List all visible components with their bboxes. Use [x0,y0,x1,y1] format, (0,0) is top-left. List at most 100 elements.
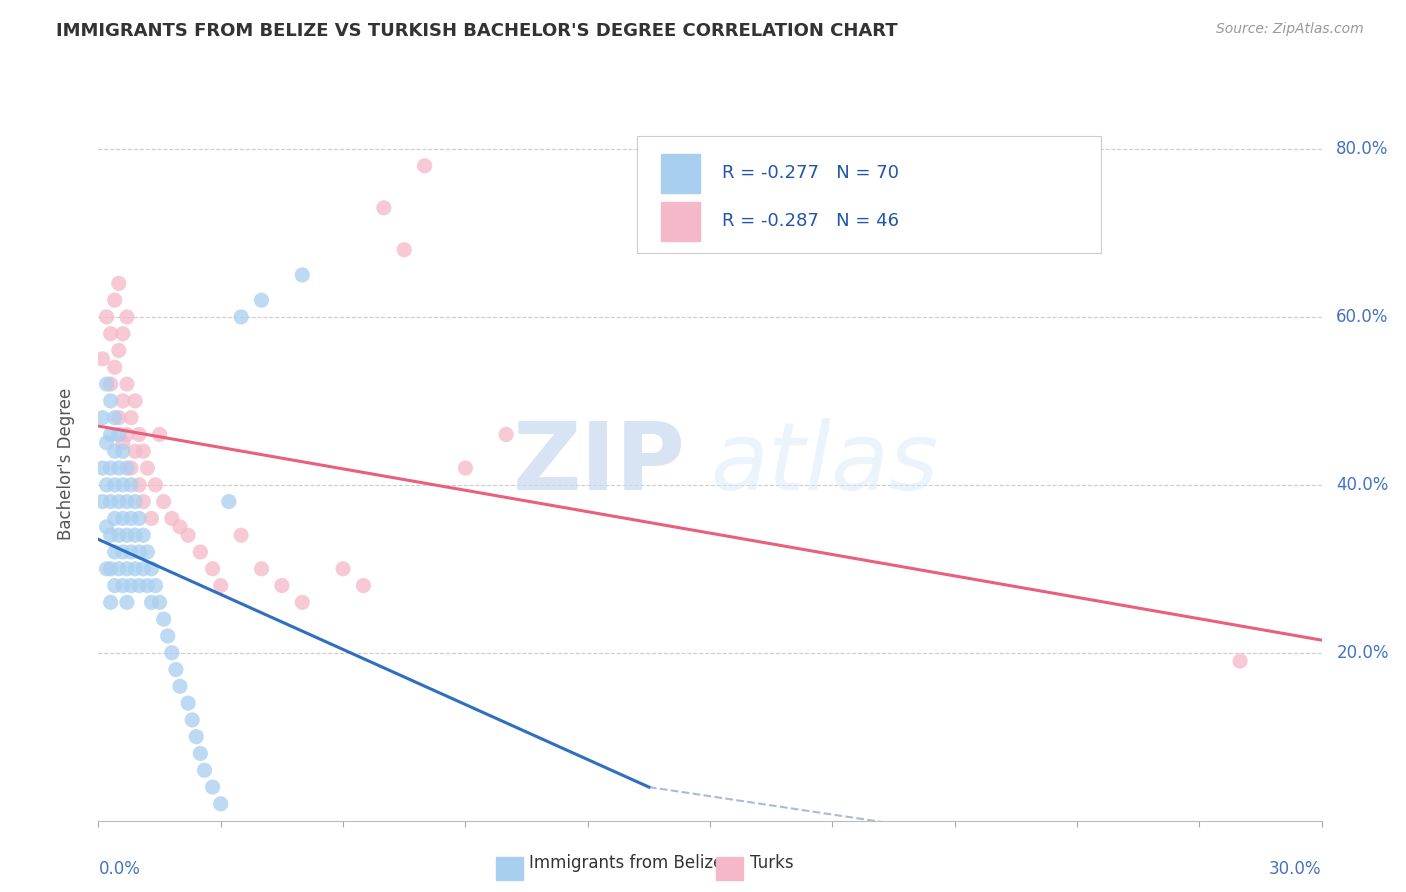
Point [209,578,232,592]
Point [149,427,172,442]
Point [96,310,118,324]
Point [128,478,150,492]
Point [156,629,179,643]
Point [181,713,204,727]
Point [132,562,155,576]
Point [104,293,127,307]
Point [108,461,131,475]
Point [136,545,159,559]
Point [91,494,114,508]
Point [111,545,134,559]
Point [193,764,215,778]
Point [413,159,436,173]
Point [149,595,172,609]
Point [96,377,118,392]
Point [111,511,134,525]
Point [115,562,138,576]
Point [495,427,517,442]
Point [91,351,114,366]
Point [128,578,150,592]
Point [100,528,122,542]
Point [209,797,232,811]
Point [145,578,167,592]
Text: Immigrants from Belize: Immigrants from Belize [529,854,723,871]
Point [454,461,477,475]
Text: ZIP: ZIP [513,417,686,510]
Point [111,393,134,408]
Bar [496,857,523,880]
Point [91,410,114,425]
Point [231,310,253,324]
Point [291,595,314,609]
Point [270,578,294,592]
Point [169,520,191,534]
Point [100,326,122,341]
Point [1229,654,1251,668]
Point [115,595,138,609]
Point [96,435,118,450]
Point [128,511,150,525]
Point [108,427,131,442]
Point [115,310,138,324]
Point [141,562,163,576]
Text: Source: ZipAtlas.com: Source: ZipAtlas.com [1216,22,1364,37]
Point [120,511,142,525]
Point [108,562,131,576]
Point [201,562,224,576]
Point [104,360,127,375]
Point [132,528,155,542]
Text: 0.0%: 0.0% [98,860,141,878]
Point [352,578,374,592]
Point [120,545,142,559]
Point [124,393,146,408]
Point [218,494,240,508]
Point [108,343,131,358]
Point [136,578,159,592]
Point [291,268,314,282]
Point [124,444,146,458]
Y-axis label: Bachelor's Degree: Bachelor's Degree [56,388,75,540]
Point [115,528,138,542]
Point [136,461,159,475]
Point [91,461,114,475]
Point [111,444,134,458]
Point [108,410,131,425]
Point [104,578,127,592]
Point [373,201,395,215]
Point [160,646,183,660]
Point [111,435,134,450]
Point [124,562,146,576]
Bar [661,153,700,193]
Point [111,578,134,592]
Point [128,427,150,442]
Point [120,578,142,592]
Point [188,747,212,761]
Text: 80.0%: 80.0% [1336,140,1389,158]
Point [152,612,174,626]
Point [392,243,416,257]
Point [250,562,273,576]
Point [160,511,183,525]
Point [201,780,224,794]
Point [132,494,155,508]
Point [124,528,146,542]
Point [128,545,150,559]
Point [96,478,118,492]
Point [104,511,127,525]
Point [169,679,191,693]
Text: 30.0%: 30.0% [1270,860,1322,878]
Point [152,494,174,508]
Point [332,562,354,576]
Point [115,461,138,475]
Text: IMMIGRANTS FROM BELIZE VS TURKISH BACHELOR'S DEGREE CORRELATION CHART: IMMIGRANTS FROM BELIZE VS TURKISH BACHEL… [56,22,898,40]
Point [111,326,134,341]
Point [115,427,138,442]
Point [132,444,155,458]
Point [115,494,138,508]
Bar [661,202,700,241]
Text: 60.0%: 60.0% [1336,308,1389,326]
Point [104,545,127,559]
Point [120,410,142,425]
Point [250,293,273,307]
Point [188,545,212,559]
